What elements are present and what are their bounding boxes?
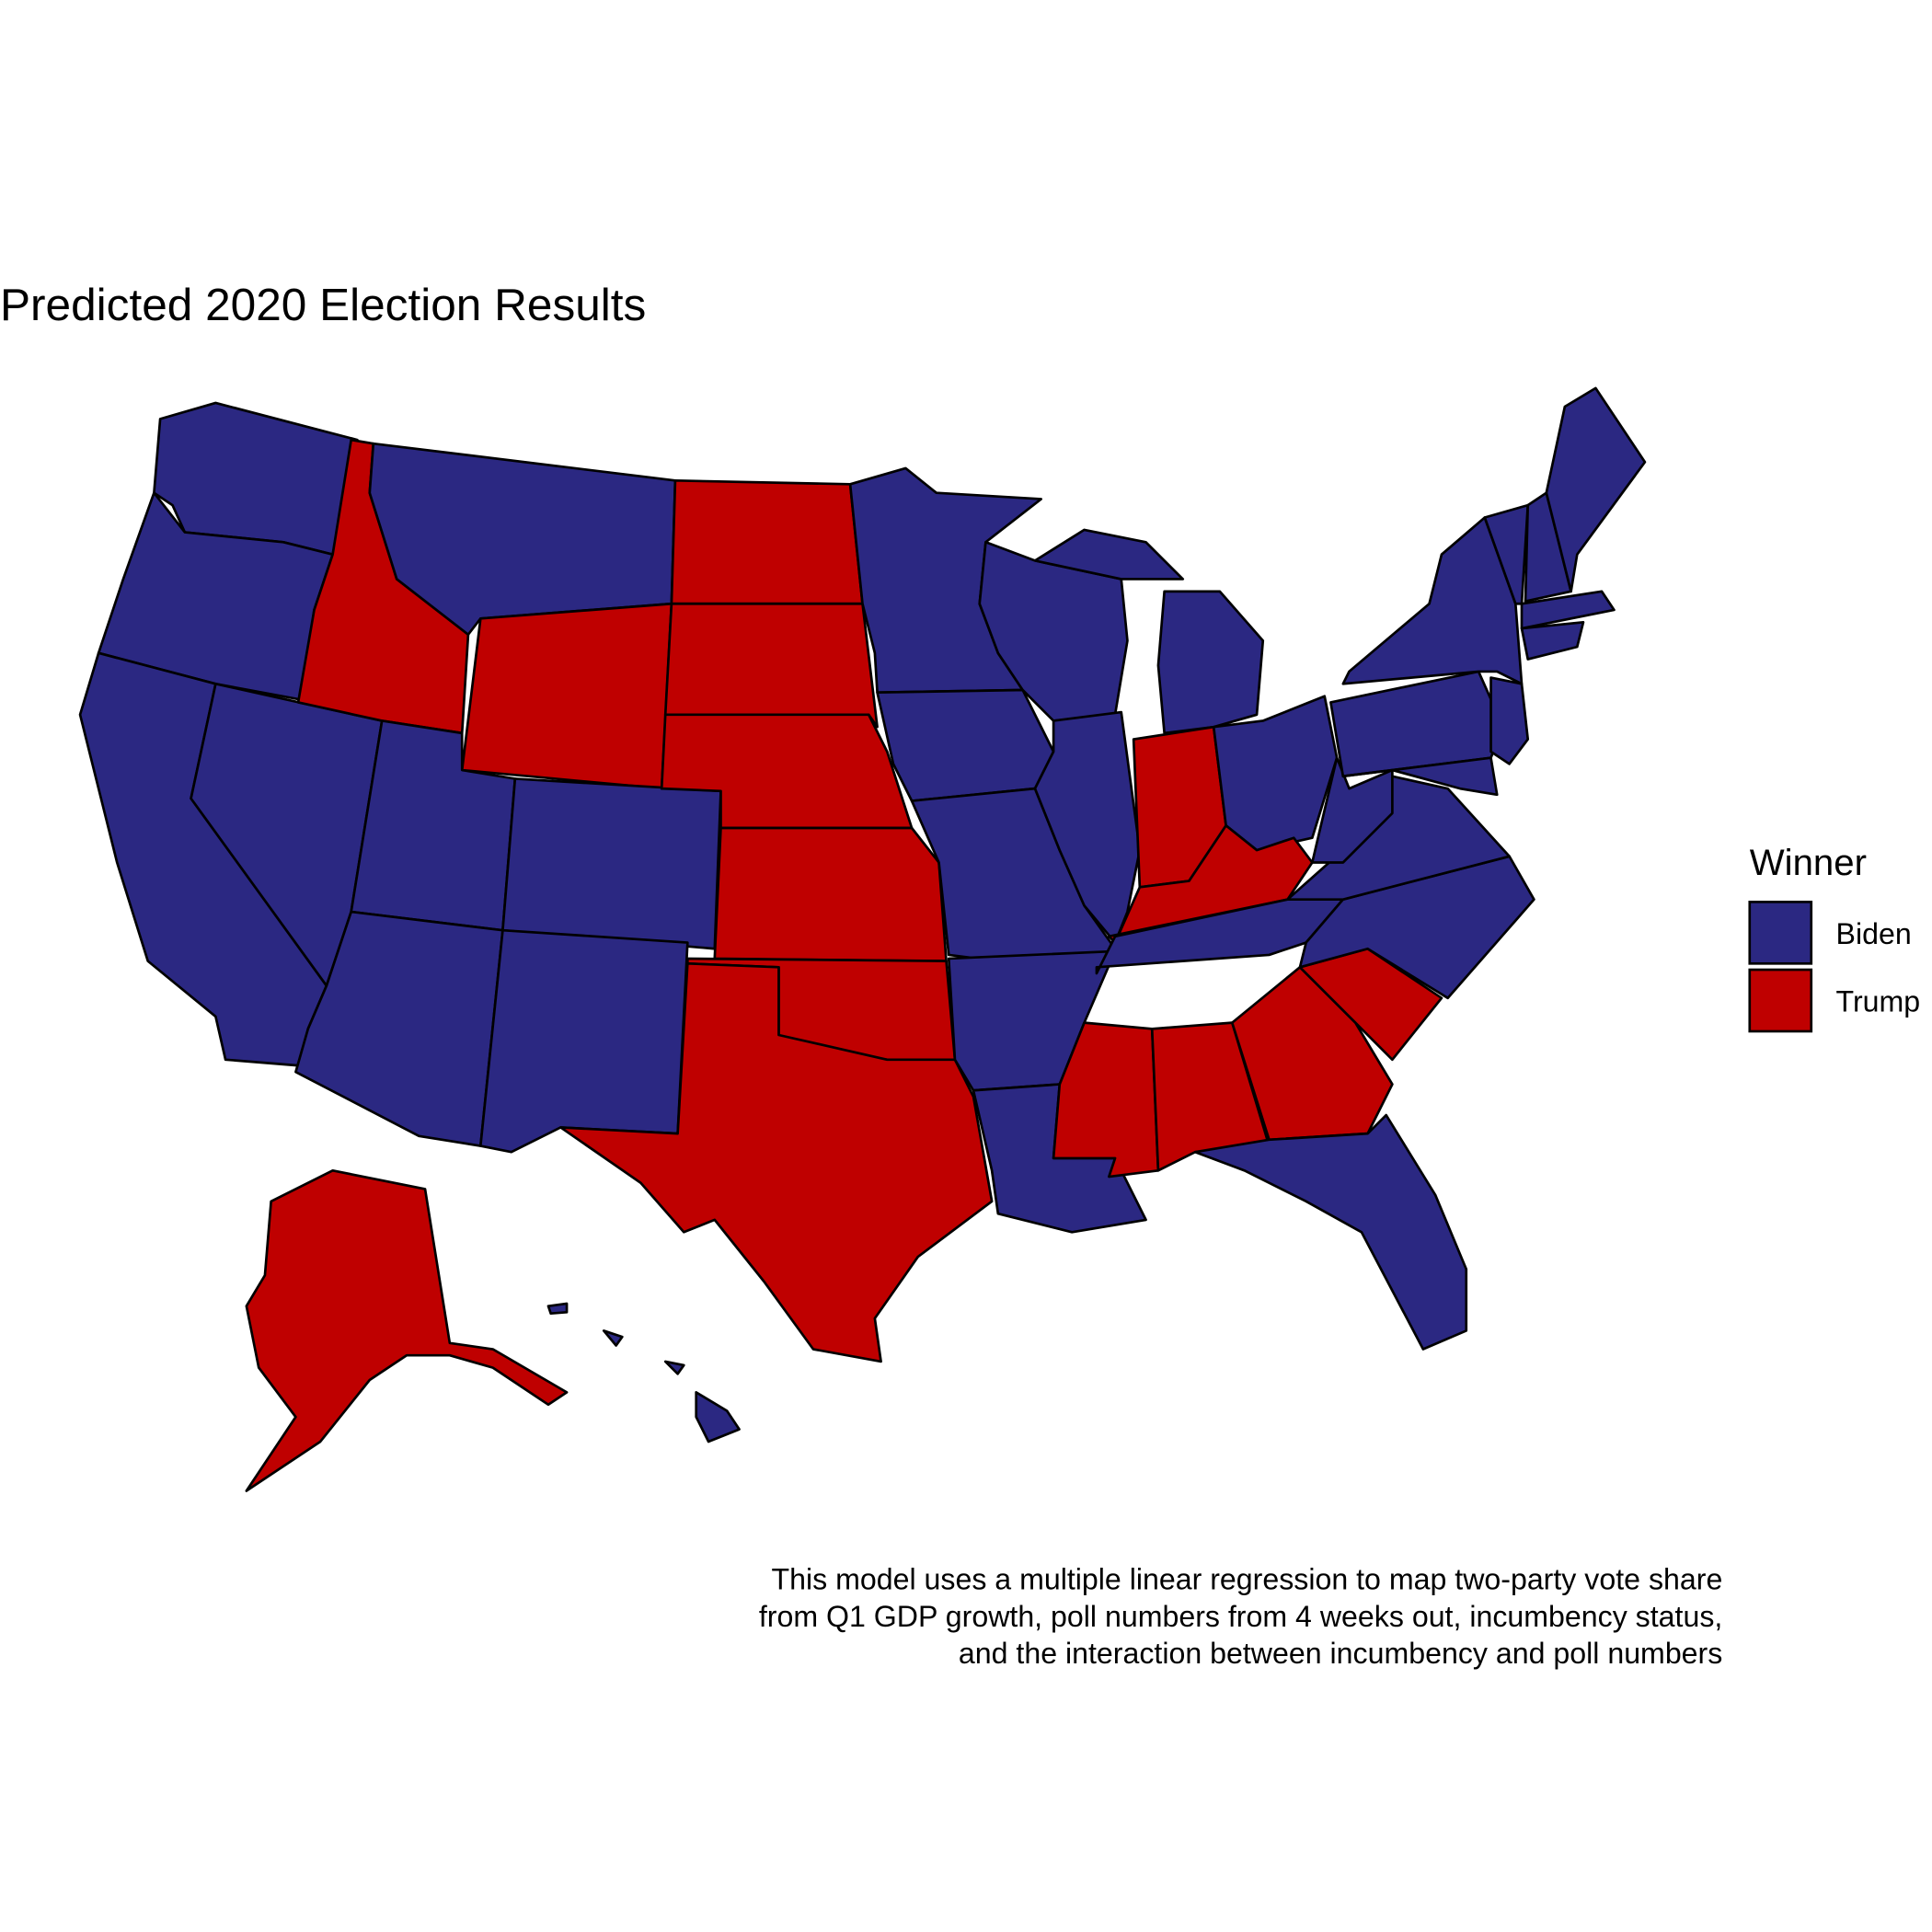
legend-label: Trump (1836, 985, 1921, 1018)
state (1341, 516, 1524, 685)
caption-line: This model uses a multiple linear regres… (771, 1563, 1722, 1596)
legend: Winner Biden Trump (1748, 842, 1921, 1033)
state (1298, 855, 1535, 1000)
state (663, 602, 879, 729)
map-title: Predicted 2020 Election Results (0, 279, 646, 330)
caption-line: and the interaction between incumbency a… (959, 1637, 1722, 1670)
state (1520, 621, 1585, 661)
state (478, 928, 689, 1154)
state (602, 1329, 624, 1347)
state (1193, 1113, 1468, 1351)
state (663, 1360, 685, 1375)
state (876, 688, 1055, 802)
state (1520, 590, 1616, 630)
legend-title: Winner (1750, 842, 1867, 883)
state (1033, 528, 1185, 581)
caption-line: from Q1 GDP growth, poll numbers from 4 … (759, 1600, 1722, 1633)
state (501, 777, 722, 950)
caption: This model uses a multiple linear regres… (759, 1563, 1722, 1670)
state (1341, 756, 1499, 797)
states (78, 386, 1647, 1492)
state (1545, 386, 1647, 593)
state (460, 602, 673, 790)
state (559, 961, 994, 1363)
state (1156, 590, 1265, 735)
state (713, 826, 948, 962)
state (245, 1168, 569, 1492)
state (670, 478, 864, 605)
legend-swatch (1748, 968, 1813, 1033)
state (1033, 710, 1142, 944)
state (1489, 676, 1530, 765)
legend-label: Biden (1836, 917, 1912, 950)
state (546, 1302, 569, 1316)
state (695, 1391, 741, 1443)
legend-swatch (1748, 901, 1813, 965)
